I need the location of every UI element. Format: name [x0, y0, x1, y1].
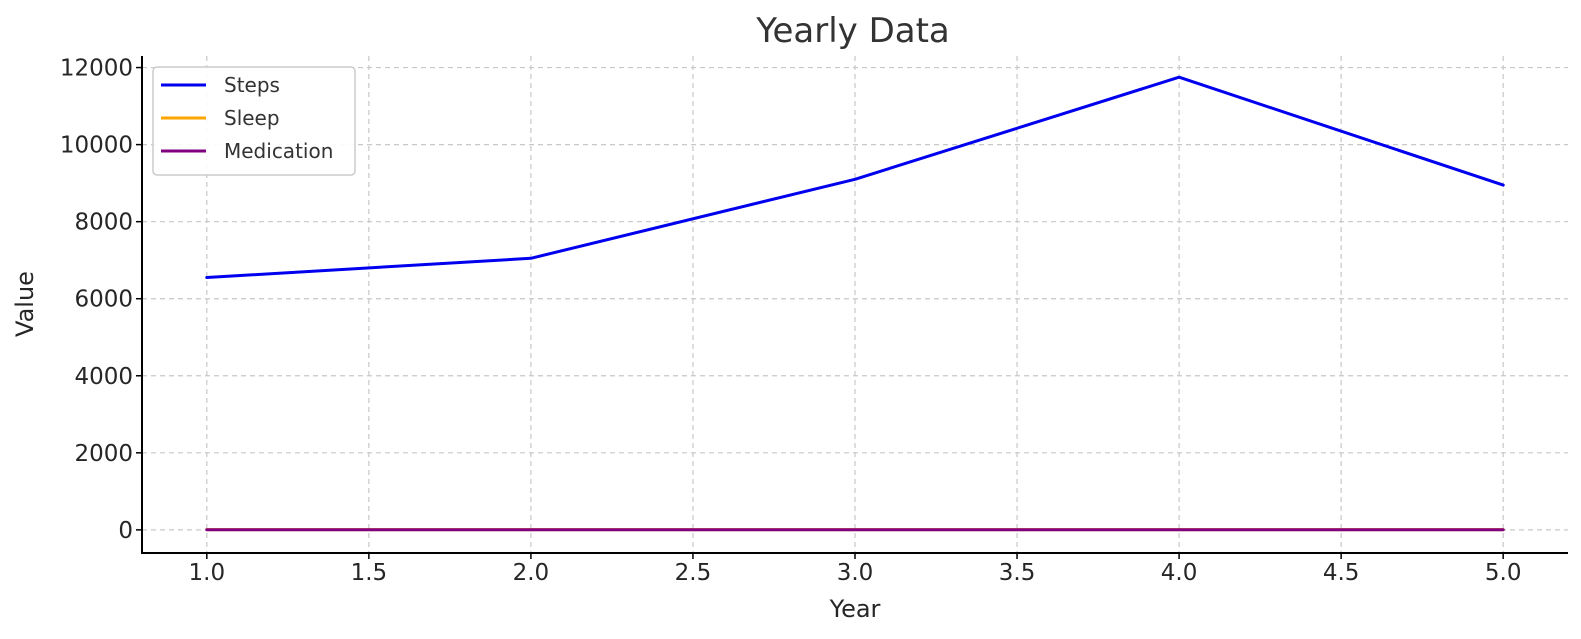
- y-tick-label: 4000: [74, 364, 133, 390]
- legend: Steps Sleep Medication: [152, 66, 356, 176]
- series-line-steps: [205, 75, 1505, 279]
- y-tick-label: 6000: [74, 287, 133, 313]
- x-tick-label: 2.0: [513, 560, 550, 586]
- series-lines: [205, 75, 1505, 532]
- x-tick-label: 1.0: [189, 560, 226, 586]
- x-tick-label: 3.0: [837, 560, 874, 586]
- y-tick-label: 12000: [60, 56, 133, 82]
- legend-label-sleep: Sleep: [224, 106, 280, 130]
- y-tick-label: 10000: [60, 133, 133, 159]
- y-axis-label: Value: [11, 271, 39, 337]
- x-ticks: 1.0 1.5 2.0 2.5 3.0 3.5 4.0 4.5 5.0: [189, 553, 1522, 586]
- chart-title: Yearly Data: [755, 11, 950, 51]
- y-tick-label: 8000: [74, 210, 133, 236]
- legend-label-medication: Medication: [224, 139, 333, 163]
- x-tick-label: 4.5: [1323, 560, 1360, 586]
- x-tick-label: 4.0: [1161, 560, 1198, 586]
- legend-label-steps: Steps: [224, 73, 280, 97]
- grid: [142, 56, 1568, 553]
- legend-box: [152, 66, 356, 176]
- x-axis-label: Year: [829, 595, 881, 623]
- x-tick-label: 5.0: [1485, 560, 1522, 586]
- x-tick-label: 3.5: [999, 560, 1036, 586]
- x-tick-label: 2.5: [675, 560, 712, 586]
- x-tick-label: 1.5: [351, 560, 388, 586]
- y-ticks: 0 2000 4000 6000 8000 10000 12000: [60, 56, 142, 544]
- y-tick-label: 0: [118, 518, 133, 544]
- y-tick-label: 2000: [74, 441, 133, 467]
